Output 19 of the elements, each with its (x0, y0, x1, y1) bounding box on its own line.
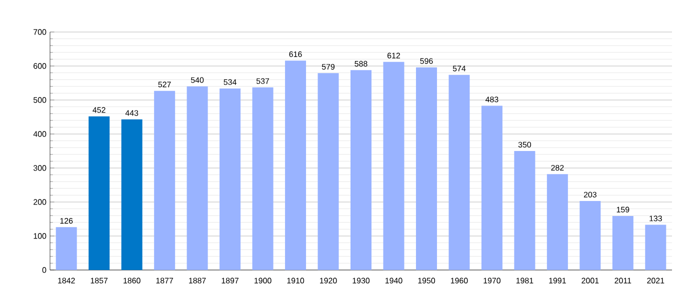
bar (448, 74, 470, 270)
bar (546, 174, 568, 270)
bar (645, 224, 666, 270)
bar (121, 119, 142, 270)
bar (514, 151, 536, 270)
bar (56, 227, 77, 270)
bar (318, 73, 339, 270)
bar (186, 86, 208, 270)
bar (416, 67, 437, 270)
bar (88, 116, 110, 270)
bar (154, 90, 176, 270)
bar (580, 200, 601, 270)
bar (285, 60, 306, 270)
bar (220, 88, 241, 270)
bar (612, 216, 634, 270)
bar (481, 106, 502, 270)
bar (350, 70, 372, 270)
bar (252, 87, 274, 270)
bar (383, 62, 404, 270)
